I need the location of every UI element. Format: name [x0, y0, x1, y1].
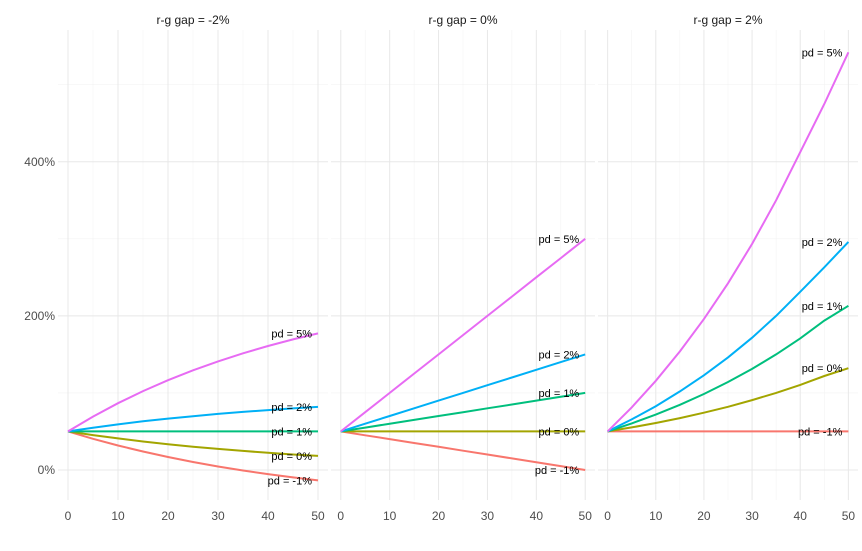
x-tick-label: 40 — [261, 509, 275, 523]
series-end-label: pd = 5% — [802, 47, 843, 59]
y-tick-label: 0% — [38, 463, 56, 477]
series-end-label: pd = 2% — [539, 349, 580, 361]
series-end-label: pd = 0% — [271, 451, 312, 463]
series-line — [607, 367, 849, 433]
x-tick-label: 20 — [432, 509, 446, 523]
series-end-label: pd = 1% — [271, 426, 312, 438]
x-tick-label: 40 — [530, 509, 544, 523]
x-tick-label: 40 — [794, 509, 808, 523]
series-end-label: pd = 2% — [271, 402, 312, 414]
x-tick-label: 50 — [579, 509, 593, 523]
series-line — [340, 391, 586, 433]
series-line — [67, 430, 319, 457]
series-line — [606, 51, 850, 433]
series-end-label: pd = -1% — [798, 426, 843, 438]
series-end-label: pd = -1% — [268, 475, 313, 487]
x-tick-label: 10 — [111, 509, 125, 523]
series-line — [340, 430, 586, 471]
series-end-label: pd = 5% — [271, 328, 312, 340]
facet-title: r-g gap = 0% — [428, 13, 497, 27]
y-tick-label: 200% — [24, 309, 55, 323]
x-tick-label: 50 — [311, 509, 325, 523]
series-end-label: pd = 1% — [539, 388, 580, 400]
series-end-label: pd = 0% — [802, 363, 843, 375]
x-tick-label: 20 — [161, 509, 175, 523]
x-tick-label: 20 — [697, 509, 711, 523]
series-end-label: pd = 1% — [802, 301, 843, 313]
series-line — [607, 304, 849, 433]
series-line — [67, 332, 319, 433]
series-line — [67, 405, 319, 433]
facet-title: r-g gap = -2% — [156, 13, 229, 27]
x-tick-label: 0 — [604, 509, 611, 523]
x-tick-label: 10 — [383, 509, 397, 523]
x-tick-label: 0 — [65, 509, 72, 523]
x-tick-label: 50 — [842, 509, 856, 523]
x-tick-label: 0 — [337, 509, 344, 523]
facet-title: r-g gap = 2% — [693, 13, 762, 27]
series-line — [340, 353, 586, 433]
series-line — [607, 241, 850, 433]
x-tick-label: 10 — [649, 509, 663, 523]
series-end-label: pd = 5% — [539, 234, 580, 246]
x-tick-label: 30 — [745, 509, 759, 523]
series-end-label: pd = 2% — [802, 237, 843, 249]
series-end-label: pd = 0% — [539, 426, 580, 438]
y-tick-label: 400% — [24, 155, 55, 169]
series-line — [340, 238, 586, 433]
x-tick-label: 30 — [211, 509, 225, 523]
x-tick-label: 30 — [481, 509, 495, 523]
series-line — [67, 430, 319, 482]
series-end-label: pd = -1% — [535, 465, 580, 477]
